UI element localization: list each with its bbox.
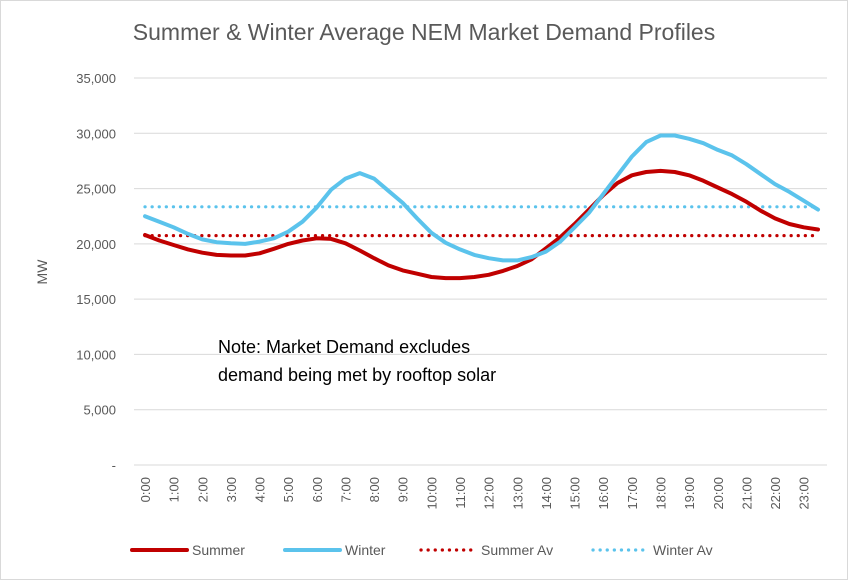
series-line-summer (143, 168, 820, 281)
x-tick-label: 16:00 (596, 477, 611, 510)
x-tick-label: 4:00 (253, 477, 268, 502)
x-tick-label: 0:00 (138, 477, 153, 502)
legend-label-winter-av: Winter Av (653, 542, 713, 558)
x-tick-label: 8:00 (367, 477, 382, 502)
x-tick-label: 2:00 (195, 477, 210, 502)
x-tick-label: 18:00 (653, 477, 668, 510)
legend-label-summer-av: Summer Av (481, 542, 553, 558)
x-tick-label: 15:00 (568, 477, 583, 510)
x-tick-label: 5:00 (281, 477, 296, 502)
x-axis-ticks: 0:00 1:00 2:00 3:00 4:00 5:00 6:00 7:00 8:00 9:00… (138, 477, 812, 510)
legend-label-winter: Winter (345, 542, 386, 558)
legend-label-summer: Summer (192, 542, 245, 558)
x-tick-label: 13:00 (510, 477, 525, 510)
x-tick-label: 11:00 (453, 477, 468, 509)
x-tick-label: 10:00 (424, 477, 439, 510)
x-tick-label: 23:00 (797, 477, 812, 510)
y-tick-label: 25,000 (76, 182, 116, 197)
y-axis-ticks: - 5,000 10,000 15,000 20,000 25,000 30,000 35,0… (76, 71, 116, 473)
y-tick-label: 35,000 (76, 71, 116, 86)
series-lines (143, 133, 820, 281)
y-tick-label: 20,000 (76, 237, 116, 252)
gridlines (134, 77, 827, 466)
y-tick-label: 15,000 (76, 292, 116, 307)
x-tick-label: 22:00 (768, 477, 783, 510)
x-tick-label: 3:00 (224, 477, 239, 502)
y-tick-label: 5,000 (83, 403, 116, 418)
y-tick-label: 30,000 (76, 126, 116, 141)
annotation: Note: Market Demand excludes demand bein… (218, 337, 496, 385)
x-tick-label: 6:00 (310, 477, 325, 502)
x-tick-label: 20:00 (711, 477, 726, 510)
annotation-line-2: demand being met by rooftop solar (218, 365, 496, 385)
x-tick-label: 14:00 (539, 477, 554, 510)
y-axis-label: MW (34, 259, 50, 285)
chart-title: Summer & Winter Average NEM Market Deman… (132, 19, 716, 45)
x-tick-label: 12:00 (482, 477, 497, 510)
x-tick-label: 9:00 (396, 477, 411, 502)
x-tick-label: 1:00 (167, 477, 182, 502)
x-tick-label: 17:00 (625, 477, 640, 510)
legend: Summer Winter Summer Av Winter Av (130, 542, 713, 558)
y-tick-label: - (112, 458, 116, 473)
annotation-line-1: Note: Market Demand excludes (218, 337, 470, 357)
x-tick-label: 21:00 (739, 477, 754, 510)
series-line-winter (143, 133, 820, 263)
x-tick-label: 7:00 (338, 477, 353, 502)
y-tick-label: 10,000 (76, 347, 116, 362)
x-tick-label: 19:00 (682, 477, 697, 510)
